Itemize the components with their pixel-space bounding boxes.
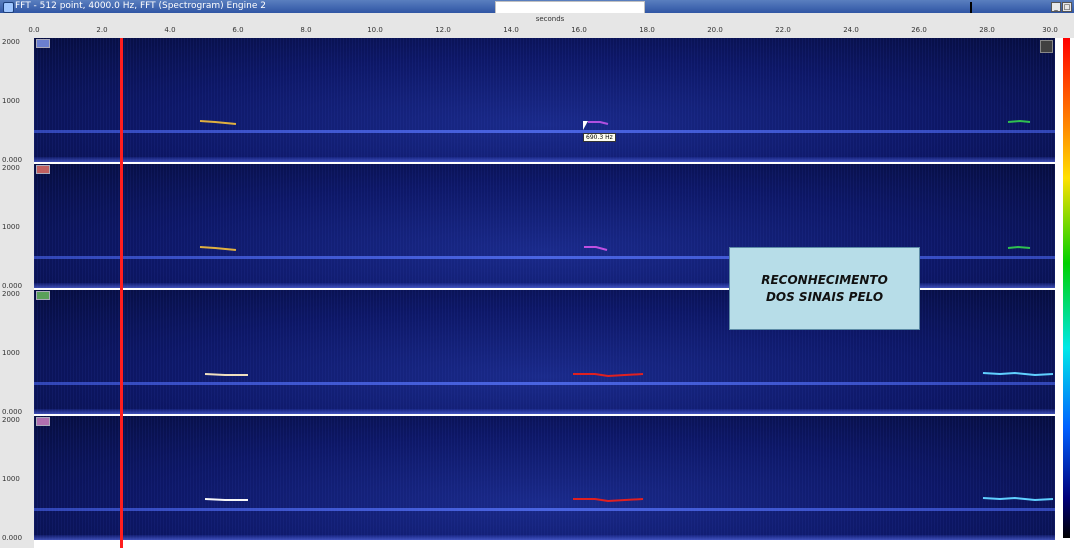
freq-label: 0.000 xyxy=(2,156,23,164)
freq-label: 1000 xyxy=(2,475,20,483)
noise-floor xyxy=(34,409,1055,414)
annotation-line-1: RECONHECIMENTO xyxy=(761,272,888,287)
time-axis: seconds 0.0 2.0 4.0 6.0 8.0 10.0 12.0 14… xyxy=(0,13,1074,38)
maximize-button[interactable]: □ xyxy=(1062,2,1072,12)
window-titlebar: FFT - 512 point, 4000.0 Hz, FFT (Spectro… xyxy=(0,0,1074,14)
frequency-axis-gutter xyxy=(0,38,34,548)
time-tick: 0.0 xyxy=(28,26,40,34)
noise-band xyxy=(34,130,1055,133)
time-tick: 30.0 xyxy=(1042,26,1058,34)
time-tick: 20.0 xyxy=(707,26,723,34)
intensity-colorbar xyxy=(1063,38,1070,538)
spectrogram-panel-3[interactable] xyxy=(34,290,1055,414)
time-tick: 12.0 xyxy=(435,26,451,34)
app-icon xyxy=(3,2,14,13)
spectrogram-panel-4[interactable] xyxy=(34,416,1055,540)
panel-divider xyxy=(34,162,1055,164)
freq-label: 0.000 xyxy=(2,534,23,542)
panel-options-button[interactable] xyxy=(1040,40,1053,53)
freq-label: 0.000 xyxy=(2,408,23,416)
freq-label: 2000 xyxy=(2,164,20,172)
time-tick: 6.0 xyxy=(232,26,244,34)
text-cursor-icon xyxy=(970,2,972,13)
freq-label: 2000 xyxy=(2,290,20,298)
time-tick: 14.0 xyxy=(503,26,519,34)
time-tick: 8.0 xyxy=(300,26,312,34)
channel-tag-icon[interactable] xyxy=(36,417,50,426)
annotation-line-2: DOS SINAIS PELO xyxy=(765,289,884,304)
channel-tag-icon[interactable] xyxy=(36,165,50,174)
freq-label: 2000 xyxy=(2,38,20,46)
noise-floor xyxy=(34,283,1055,288)
time-tick: 16.0 xyxy=(571,26,587,34)
playback-cursor-line[interactable] xyxy=(120,38,123,548)
time-tick: 24.0 xyxy=(843,26,859,34)
freq-label: 1000 xyxy=(2,349,20,357)
frequency-readout-tooltip: 690.3 Hz xyxy=(583,133,616,142)
time-tick: 26.0 xyxy=(911,26,927,34)
annotation-box: RECONHECIMENTO DOS SINAIS PELO xyxy=(729,247,920,330)
noise-floor xyxy=(34,157,1055,162)
freq-label: 2000 xyxy=(2,416,20,424)
freq-label: 1000 xyxy=(2,223,20,231)
panel-divider xyxy=(34,288,1055,290)
panel-divider xyxy=(34,414,1055,416)
time-tick: 28.0 xyxy=(979,26,995,34)
noise-band xyxy=(34,256,1055,259)
noise-band xyxy=(34,382,1055,385)
time-tick: 10.0 xyxy=(367,26,383,34)
channel-tag-icon[interactable] xyxy=(36,39,50,48)
mouse-pointer-icon xyxy=(583,121,588,130)
time-axis-title: seconds xyxy=(535,15,565,23)
freq-label: 1000 xyxy=(2,97,20,105)
channel-tag-icon[interactable] xyxy=(36,291,50,300)
window-title: FFT - 512 point, 4000.0 Hz, FFT (Spectro… xyxy=(15,1,266,11)
spectrogram-panel-1[interactable] xyxy=(34,38,1055,162)
minimize-button[interactable]: _ xyxy=(1051,2,1061,12)
noise-floor xyxy=(34,535,1055,540)
noise-band xyxy=(34,508,1055,511)
freq-label: 0.000 xyxy=(2,282,23,290)
time-tick: 18.0 xyxy=(639,26,655,34)
time-tick: 22.0 xyxy=(775,26,791,34)
time-tick: 4.0 xyxy=(164,26,176,34)
time-tick: 2.0 xyxy=(96,26,108,34)
